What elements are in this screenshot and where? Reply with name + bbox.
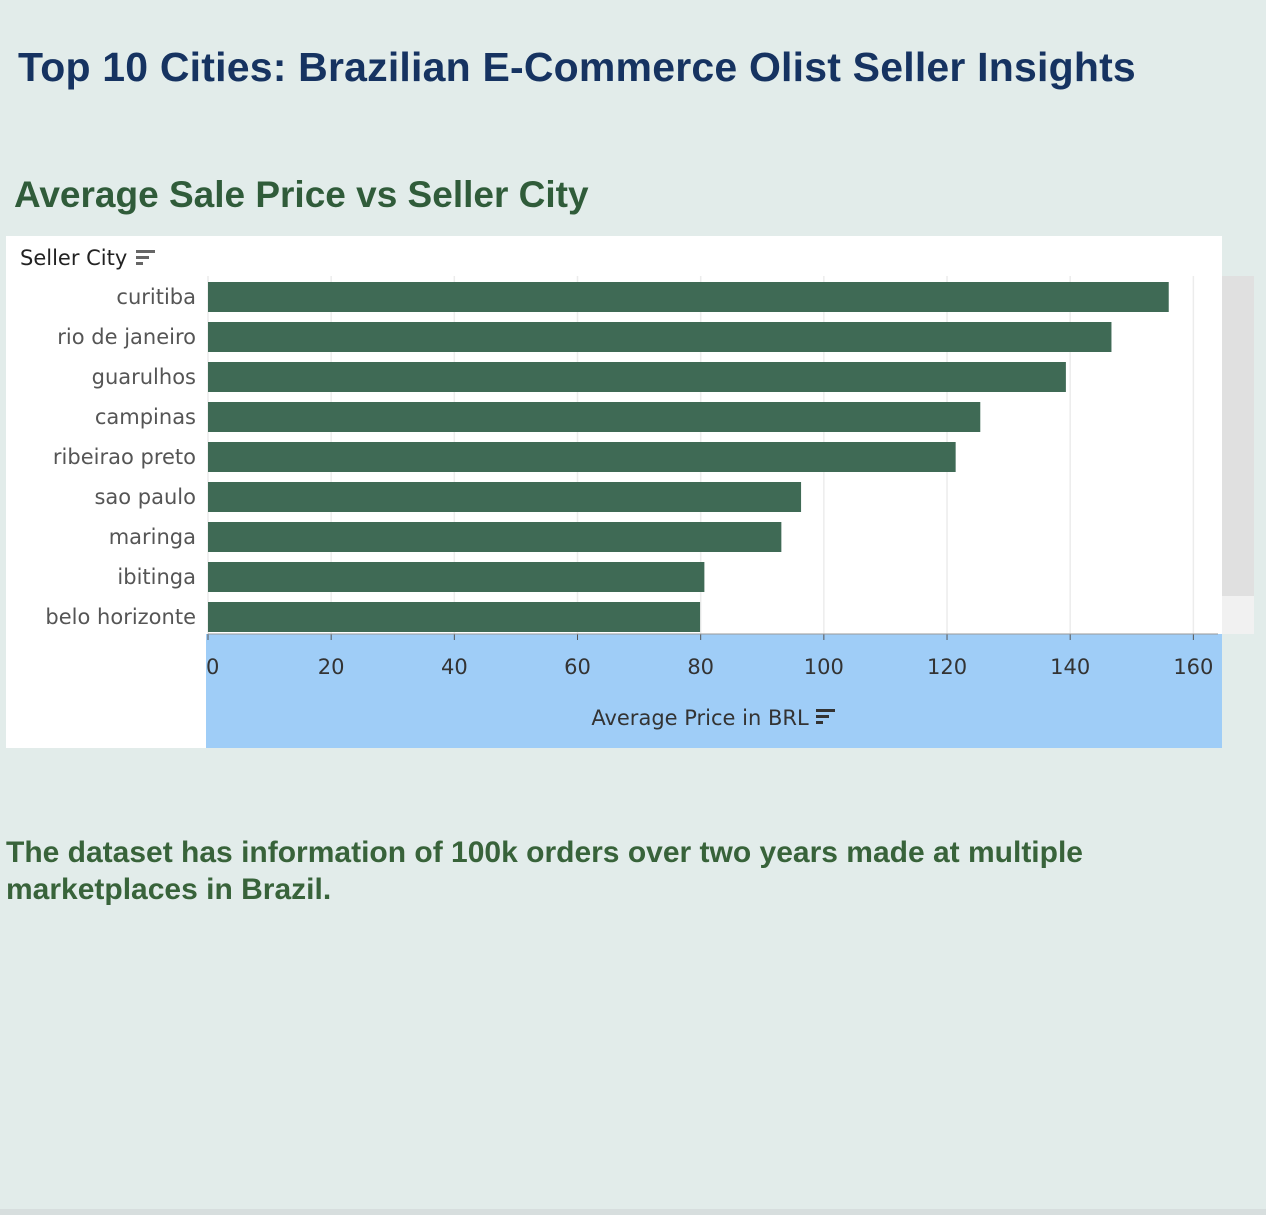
bar-campinas[interactable]: [208, 402, 981, 432]
y-category-label[interactable]: sao paulo: [94, 485, 196, 509]
bar-guarulhos[interactable]: [208, 362, 1066, 392]
bar-maringa[interactable]: [208, 522, 782, 552]
x-tick-label: 40: [441, 655, 468, 679]
dashboard-title: Top 10 Cities: Brazilian E-Commerce Olis…: [18, 44, 1136, 90]
bar-curitiba[interactable]: [208, 282, 1169, 312]
x-tick-label: 80: [687, 655, 714, 679]
x-tick-label: 20: [318, 655, 345, 679]
sort-descending-icon[interactable]: [815, 707, 837, 727]
x-axis-title: Average Price in BRL: [206, 706, 1222, 730]
x-axis-label: Average Price in BRL: [591, 706, 809, 730]
chart-title: Average Sale Price vs Seller City: [14, 174, 589, 215]
x-axis-area[interactable]: [206, 634, 1222, 748]
scrollbar-thumb[interactable]: [1222, 276, 1254, 596]
x-tick-label: 100: [804, 655, 844, 679]
dataset-caption: The dataset has information of 100k orde…: [6, 836, 1083, 906]
bottom-divider: [0, 1209, 1266, 1215]
x-tick-label: 140: [1050, 655, 1090, 679]
bar-ibitinga[interactable]: [208, 562, 705, 592]
y-category-label[interactable]: maringa: [109, 525, 196, 549]
y-category-label[interactable]: ibitinga: [117, 565, 196, 589]
y-category-label[interactable]: campinas: [95, 405, 196, 429]
y-category-label[interactable]: curitiba: [116, 285, 196, 309]
y-category-label[interactable]: rio de janeiro: [57, 325, 196, 349]
row-header: Seller City: [20, 246, 157, 270]
x-tick-label: 0: [206, 655, 219, 679]
bar-belo-horizonte[interactable]: [208, 602, 701, 632]
bar-rio-de-janeiro[interactable]: [208, 322, 1112, 352]
y-category-label[interactable]: belo horizonte: [45, 605, 196, 629]
bar-ribeirao-preto[interactable]: [208, 442, 956, 472]
y-category-label[interactable]: guarulhos: [92, 365, 196, 389]
y-category-label[interactable]: ribeirao preto: [53, 445, 196, 469]
sort-descending-icon[interactable]: [135, 248, 157, 268]
x-tick-label: 120: [927, 655, 967, 679]
x-tick-label: 60: [564, 655, 591, 679]
x-tick-label: 160: [1173, 655, 1213, 679]
bar-sao-paulo[interactable]: [208, 482, 802, 512]
row-header-label: Seller City: [20, 246, 128, 270]
